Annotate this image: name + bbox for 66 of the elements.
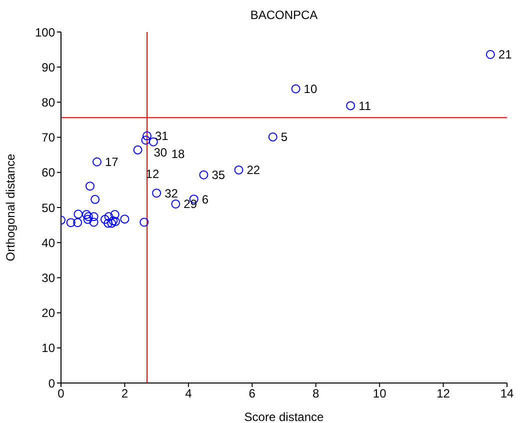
x-tick-label: 14 bbox=[500, 386, 514, 401]
x-tick-label: 4 bbox=[185, 386, 192, 401]
point bbox=[107, 218, 116, 228]
point bbox=[89, 212, 98, 222]
y-tick-label: 30 bbox=[42, 270, 56, 285]
annotation: 30 bbox=[154, 145, 168, 160]
point bbox=[141, 136, 150, 145]
annotation: 10 bbox=[304, 82, 318, 96]
point bbox=[66, 218, 76, 228]
point bbox=[110, 210, 120, 220]
point bbox=[73, 218, 82, 228]
point bbox=[140, 218, 149, 227]
x-tick-label: 6 bbox=[248, 386, 256, 401]
point bbox=[291, 84, 300, 94]
point bbox=[120, 214, 130, 224]
x-tick-label: 0 bbox=[58, 386, 65, 401]
point bbox=[104, 212, 114, 222]
y-tick-label: 0 bbox=[48, 376, 56, 390]
y-tick-label: 40 bbox=[42, 236, 56, 250]
point bbox=[346, 101, 356, 110]
annotation: 6 bbox=[202, 192, 209, 206]
point bbox=[89, 218, 98, 227]
y-tick-label: 20 bbox=[42, 306, 56, 320]
point bbox=[133, 145, 142, 154]
x-axis-title: Score distance bbox=[244, 410, 324, 423]
point bbox=[84, 212, 93, 222]
annotation: 35 bbox=[212, 168, 226, 182]
y-tick-label: 100 bbox=[34, 25, 56, 40]
point bbox=[142, 131, 152, 140]
point bbox=[104, 218, 113, 228]
point bbox=[199, 170, 208, 180]
annotation: 17 bbox=[105, 155, 119, 170]
point bbox=[268, 132, 278, 142]
x-tick-label: 2 bbox=[121, 386, 128, 401]
y-tick-label: 50 bbox=[42, 200, 56, 215]
annotation: 5 bbox=[280, 130, 288, 144]
annotation: 18 bbox=[171, 147, 186, 162]
annotation: 21 bbox=[498, 48, 512, 62]
annotation: 31 bbox=[155, 129, 169, 144]
y-tick-label: 90 bbox=[42, 60, 56, 74]
y-tick-label: 10 bbox=[42, 341, 56, 356]
x-tick-label: 10 bbox=[372, 386, 387, 401]
point bbox=[74, 210, 83, 219]
point bbox=[486, 50, 495, 59]
point bbox=[108, 216, 118, 226]
x-tick-label: 12 bbox=[436, 386, 450, 401]
y-axis-title: Orthogonal distance bbox=[3, 153, 18, 262]
point bbox=[171, 199, 180, 208]
point bbox=[234, 165, 244, 174]
point bbox=[152, 188, 162, 198]
point bbox=[92, 157, 102, 166]
point bbox=[83, 214, 92, 224]
annotation: 29 bbox=[184, 197, 198, 212]
point bbox=[85, 182, 94, 191]
y-tick-label: 70 bbox=[42, 130, 56, 145]
y-tick-label: 80 bbox=[42, 95, 56, 110]
point bbox=[82, 210, 91, 220]
point bbox=[110, 217, 120, 226]
annotation: 22 bbox=[246, 163, 260, 178]
x-tick-label: 8 bbox=[312, 386, 320, 401]
y-tick-label: 60 bbox=[42, 166, 56, 180]
annotation: 11 bbox=[358, 98, 372, 113]
point bbox=[90, 194, 100, 204]
point bbox=[100, 214, 110, 224]
chart-title: BACONPCA bbox=[249, 8, 319, 22]
annotation: 32 bbox=[164, 186, 178, 200]
